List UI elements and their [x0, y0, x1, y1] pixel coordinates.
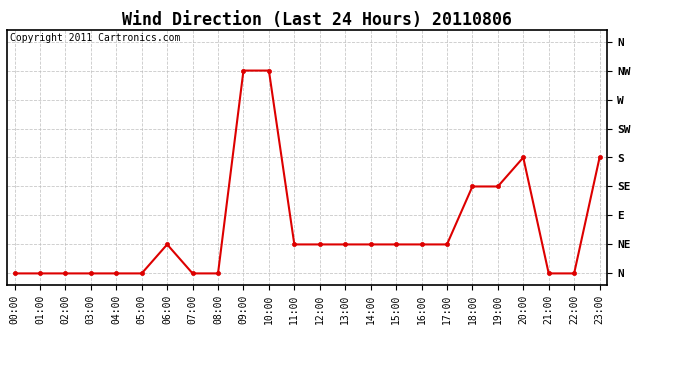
Text: Wind Direction (Last 24 Hours) 20110806: Wind Direction (Last 24 Hours) 20110806	[122, 11, 513, 29]
Text: Copyright 2011 Cartronics.com: Copyright 2011 Cartronics.com	[10, 33, 180, 42]
